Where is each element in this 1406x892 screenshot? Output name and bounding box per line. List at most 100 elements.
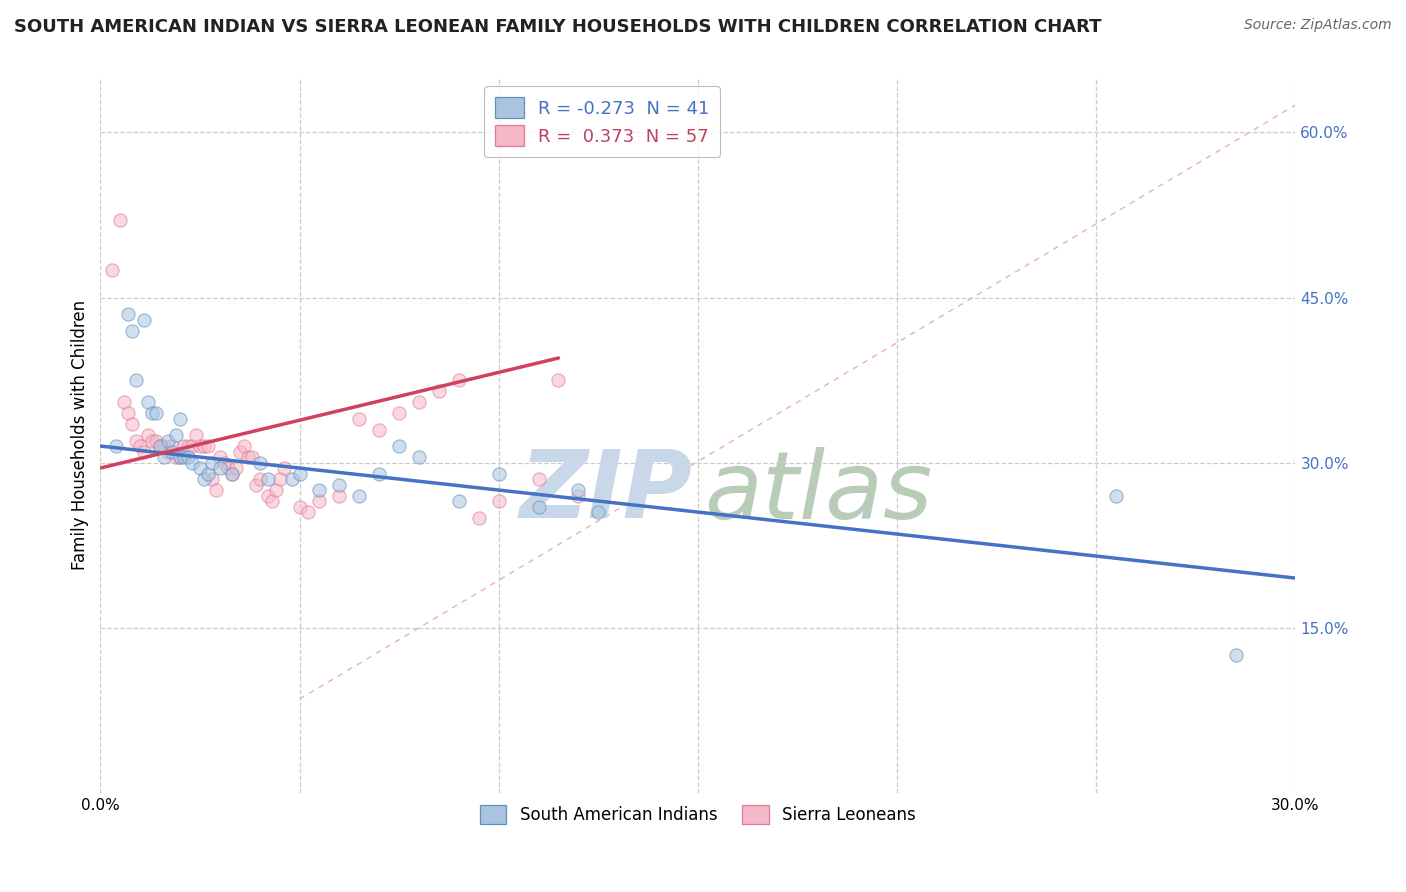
Point (125, 373, 148, 387)
Point (188, 439, 211, 453)
Point (112, 395, 135, 409)
Point (110, 213, 132, 227)
Point (249, 456, 271, 470)
Point (229, 444, 252, 458)
Point (245, 477, 267, 491)
Point (488, 494, 510, 508)
Point (149, 439, 172, 453)
Point (488, 467, 510, 481)
Point (208, 461, 231, 475)
Point (136, 395, 159, 409)
Point (221, 467, 243, 481)
Point (1105, 489, 1128, 503)
Point (173, 450, 195, 464)
Point (308, 483, 330, 497)
Point (121, 324, 143, 338)
Point (269, 472, 291, 486)
Point (157, 434, 180, 448)
Point (221, 467, 243, 481)
Point (105, 439, 128, 453)
Point (328, 477, 350, 491)
Point (160, 444, 183, 458)
Point (205, 483, 228, 497)
Point (349, 411, 371, 425)
Point (165, 428, 187, 442)
Point (588, 505, 610, 519)
Point (288, 467, 311, 481)
Point (197, 467, 219, 481)
Text: SOUTH AMERICAN INDIAN VS SIERRA LEONEAN FAMILY HOUSEHOLDS WITH CHILDREN CORRELAT: SOUTH AMERICAN INDIAN VS SIERRA LEONEAN … (14, 18, 1101, 36)
Point (388, 439, 411, 453)
Point (101, 263, 124, 277)
Point (177, 450, 200, 464)
Point (288, 500, 311, 514)
Point (264, 483, 287, 497)
Point (193, 472, 215, 486)
Point (567, 489, 589, 503)
Point (173, 439, 195, 453)
Point (145, 406, 167, 420)
Point (527, 472, 550, 486)
Point (527, 500, 550, 514)
Point (297, 505, 319, 519)
Point (388, 406, 411, 420)
Point (256, 472, 278, 486)
Point (160, 439, 183, 453)
Point (129, 439, 152, 453)
Point (249, 472, 271, 486)
Point (169, 411, 191, 425)
Point (141, 406, 163, 420)
Point (141, 434, 163, 448)
Point (125, 434, 148, 448)
Point (134, 312, 156, 326)
Point (201, 472, 224, 486)
Point (197, 439, 219, 453)
Point (273, 461, 295, 475)
Point (232, 439, 254, 453)
Text: atlas: atlas (704, 447, 932, 538)
Point (117, 307, 139, 321)
Text: ZIP: ZIP (519, 446, 692, 538)
Point (236, 450, 259, 464)
Point (153, 450, 176, 464)
Point (256, 489, 278, 503)
Point (181, 456, 204, 470)
Point (217, 461, 239, 475)
Point (447, 373, 470, 387)
Y-axis label: Family Households with Children: Family Households with Children (72, 300, 89, 570)
Point (280, 472, 302, 486)
Point (212, 456, 235, 470)
Point (181, 439, 204, 453)
Point (121, 417, 143, 431)
Point (328, 489, 350, 503)
Point (427, 384, 450, 398)
Point (165, 450, 187, 464)
Point (368, 467, 391, 481)
Point (117, 406, 139, 420)
Point (177, 439, 200, 453)
Point (567, 483, 589, 497)
Point (134, 444, 156, 458)
Point (408, 395, 430, 409)
Point (368, 423, 391, 437)
Text: Source: ZipAtlas.com: Source: ZipAtlas.com (1244, 18, 1392, 32)
Point (447, 494, 470, 508)
Point (184, 428, 207, 442)
Point (157, 444, 180, 458)
Point (149, 439, 172, 453)
Point (169, 450, 191, 464)
Point (201, 456, 224, 470)
Point (193, 439, 215, 453)
Point (408, 450, 430, 464)
Point (1225, 648, 1247, 662)
Point (169, 450, 191, 464)
Point (547, 373, 569, 387)
Point (468, 510, 491, 524)
Point (349, 489, 371, 503)
Point (145, 434, 167, 448)
Point (188, 461, 211, 475)
Point (208, 450, 231, 464)
Point (308, 494, 330, 508)
Point (153, 439, 176, 453)
Point (240, 450, 263, 464)
